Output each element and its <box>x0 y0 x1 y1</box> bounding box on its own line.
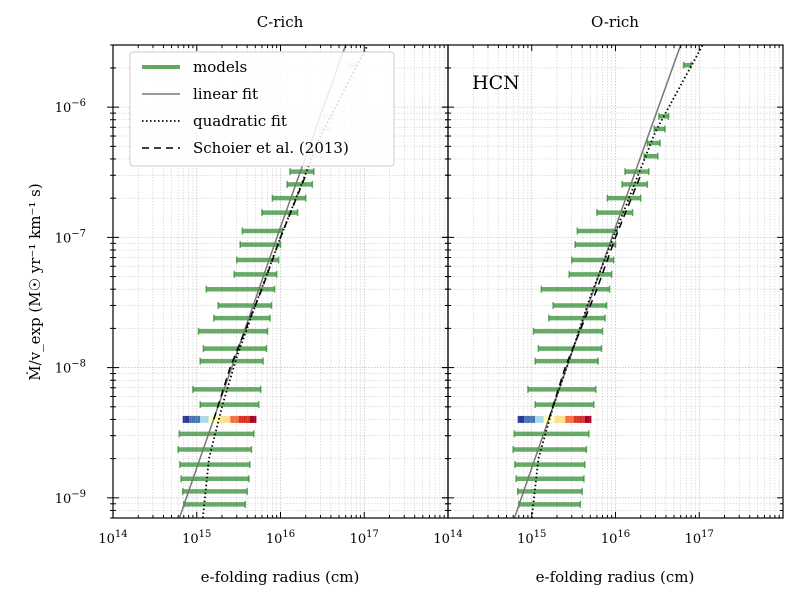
x-tick-label: 1017 <box>350 529 379 547</box>
plot-area-right <box>448 45 783 518</box>
x-axis-title-right: e-folding radius (cm) <box>536 568 695 586</box>
legend: models linear fit quadratic fit Schoier … <box>129 51 395 167</box>
x-tick-label: 1015 <box>182 529 211 547</box>
x-axis-title-left: e-folding radius (cm) <box>201 568 360 586</box>
panel-o-rich: O-rich e-folding radius (cm) HCN 1014 101… <box>433 13 784 586</box>
quadratic-fit-line <box>530 45 704 518</box>
x-tick-label: 1016 <box>266 529 295 547</box>
y-tick-label: 10−8 <box>55 359 86 377</box>
legend-label-models: models <box>193 58 247 76</box>
legend-box <box>129 51 395 167</box>
y-tick-label: 10−6 <box>55 98 86 116</box>
x-tick-label: 1014 <box>98 529 127 547</box>
legend-label-schoier: Schoier et al. (2013) <box>193 139 349 157</box>
x-tick-label: 1017 <box>685 529 714 547</box>
legend-label-quadratic-fit: quadratic fit <box>193 112 287 130</box>
panel-title-c-rich: C-rich <box>257 13 304 31</box>
schoier-2013-line <box>548 174 642 420</box>
legend-label-linear-fit: linear fit <box>193 85 258 103</box>
quadratic-fit-line <box>201 45 369 518</box>
y-tick-label: 10−7 <box>55 228 86 246</box>
x-tick-label: 1016 <box>601 529 630 547</box>
y-tick-label: 10−9 <box>55 489 86 507</box>
x-tick-label: 1014 <box>433 529 462 547</box>
x-tick-label: 1015 <box>517 529 546 547</box>
linear-fit-line <box>513 45 682 518</box>
species-label: HCN <box>472 72 520 94</box>
schoier-2013-line <box>213 174 307 420</box>
panel-title-o-rich: O-rich <box>591 13 639 31</box>
y-axis-title: Ṁ/v_exp (M☉ yr⁻¹ km⁻¹ s) <box>26 183 44 380</box>
